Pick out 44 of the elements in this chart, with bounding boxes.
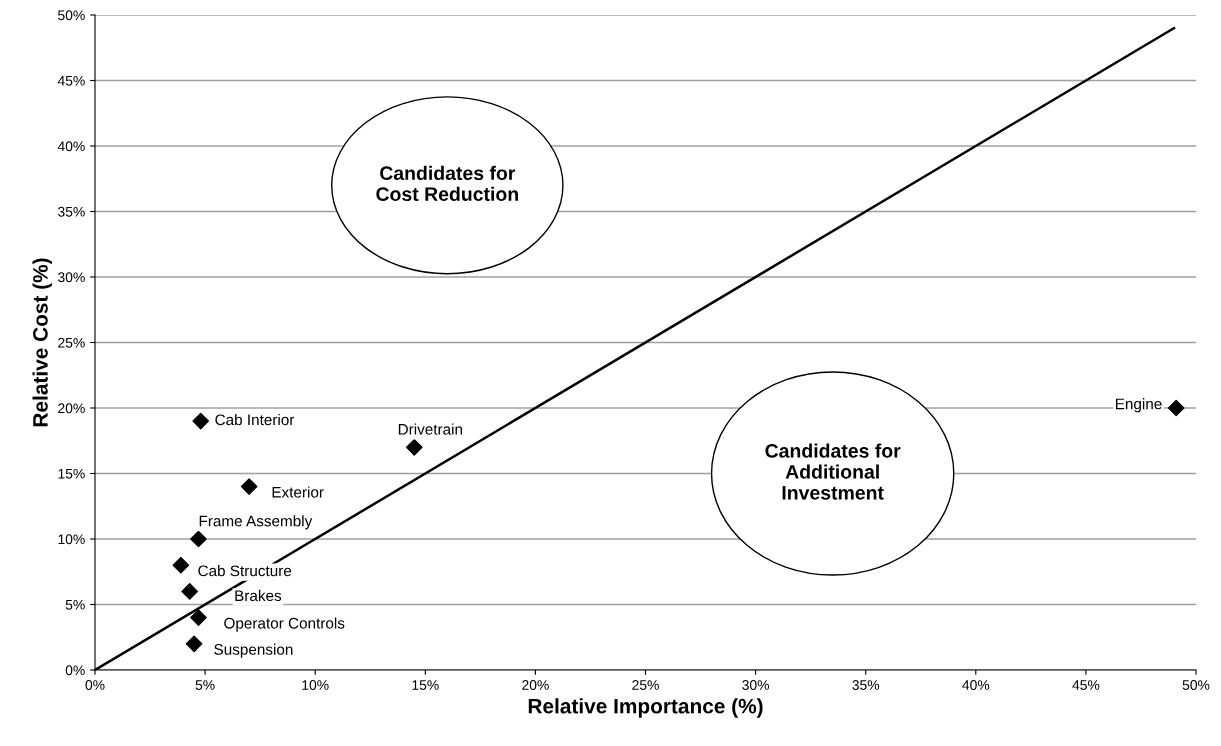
series-label: Exterior bbox=[272, 486, 324, 498]
y-tick-label: 10% bbox=[58, 534, 85, 545]
series-label: Suspension bbox=[214, 643, 293, 658]
y-tick-label: 40% bbox=[57, 141, 85, 152]
point bbox=[1167, 399, 1185, 417]
y-tick-label: 35% bbox=[58, 206, 85, 217]
series-label: Cab Structure bbox=[198, 565, 292, 577]
point bbox=[240, 478, 258, 495]
series-label: Frame Assembly bbox=[199, 515, 313, 530]
point bbox=[190, 530, 207, 548]
point bbox=[190, 609, 207, 626]
y-tick-label: 30% bbox=[58, 272, 85, 283]
series-label: Engine bbox=[1115, 398, 1162, 413]
x-tick-label: 35% bbox=[852, 680, 880, 690]
y-tick-label: 20% bbox=[58, 403, 85, 414]
x-tick-label: 0% bbox=[85, 680, 105, 690]
x-tick-label: 50% bbox=[1182, 680, 1210, 690]
x-tick-label: 40% bbox=[962, 680, 990, 690]
x-tick-label: 5% bbox=[195, 680, 215, 690]
y-tick-label: 25% bbox=[58, 337, 85, 348]
annotation: Candidates for Cost Reduction bbox=[376, 165, 518, 201]
x-tick-label: 15% bbox=[412, 680, 439, 690]
y-tick-label: 50% bbox=[58, 10, 85, 21]
annotation: Candidates for Additional Investment bbox=[765, 443, 901, 500]
x-tick-label: 30% bbox=[742, 680, 770, 690]
x-tick-label: 45% bbox=[1072, 680, 1100, 690]
y-tick-label: 45% bbox=[57, 75, 85, 86]
point bbox=[192, 412, 209, 430]
x-tick-label: 10% bbox=[302, 680, 329, 690]
series-label: Operator Controls bbox=[224, 617, 345, 632]
y-tick-label: 15% bbox=[58, 468, 85, 479]
point bbox=[181, 583, 198, 600]
series-label: Cab Interior bbox=[215, 413, 295, 426]
y-tick-label: 0% bbox=[65, 665, 85, 676]
point bbox=[405, 438, 423, 456]
x-tick-label: 25% bbox=[632, 680, 659, 690]
x-tick-label: 20% bbox=[522, 680, 549, 690]
text: Brakes bbox=[235, 589, 282, 602]
y-axis-title: Relative Cost (%) bbox=[32, 258, 52, 427]
y-tick-label: 5% bbox=[65, 599, 85, 610]
x-axis-title: Relative Importance (%) bbox=[528, 698, 763, 718]
point bbox=[172, 556, 190, 574]
point bbox=[185, 635, 203, 653]
series-label: Drivetrain bbox=[398, 423, 462, 435]
